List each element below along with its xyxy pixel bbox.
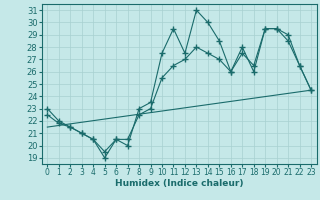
X-axis label: Humidex (Indice chaleur): Humidex (Indice chaleur) — [115, 179, 244, 188]
